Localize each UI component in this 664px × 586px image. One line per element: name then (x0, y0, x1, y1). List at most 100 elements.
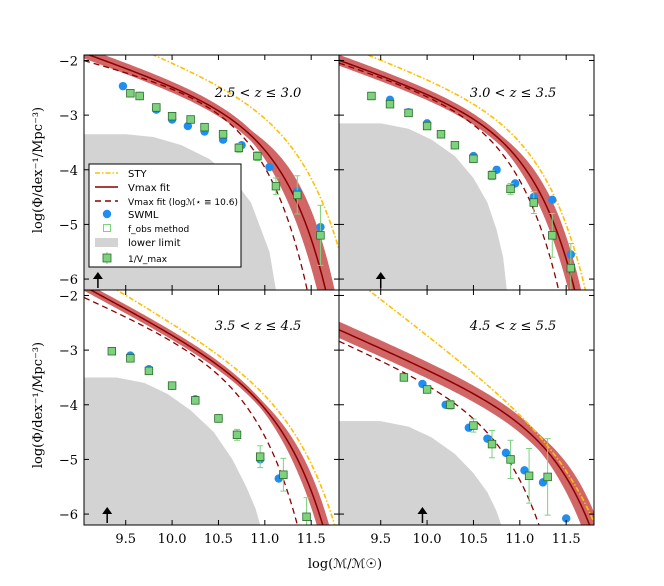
lower-limit-region (84, 377, 261, 525)
y-tick-label: −3 (59, 344, 78, 359)
vmax-point (302, 512, 311, 522)
vmax-point (543, 472, 552, 482)
vmax-point (152, 103, 161, 112)
vmax-point (548, 231, 557, 240)
y-tick-label: −4 (59, 164, 78, 179)
vmax-point (446, 400, 455, 409)
vmax-point (255, 452, 265, 461)
legend-box (88, 163, 242, 268)
vmax-point (271, 181, 281, 191)
x-tick-label: 10.5 (204, 532, 233, 547)
vmax-point (404, 108, 413, 118)
legend-lower-swatch (95, 238, 118, 247)
swml-point (561, 514, 571, 523)
completeness-arrow-head (375, 272, 386, 279)
vmax-point (191, 396, 200, 405)
vmax-point (232, 430, 242, 440)
y-tick-label: −5 (59, 453, 78, 468)
vmax-point (200, 122, 209, 132)
vmax-point (167, 112, 177, 121)
vmax-point (385, 99, 395, 109)
vmax-point (524, 471, 534, 481)
sty-fit-curve (115, 290, 336, 525)
y-axis-title-top: log(Φ/dex⁻¹/Mpc⁻³) (31, 107, 46, 233)
vmax-fixed-fit-curve (339, 62, 560, 290)
legend-swml-marker (102, 209, 112, 219)
vmax-point (234, 143, 244, 153)
vmax-point (399, 373, 409, 382)
panel-label-3: 3.5 < z ≤ 4.5 (215, 319, 302, 334)
y-tick-label: −5 (59, 218, 78, 233)
panel-4 (339, 290, 594, 525)
vmax-fit-curve (89, 290, 324, 525)
panel-label-4: 4.5 < z ≤ 5.5 (469, 319, 557, 334)
vmax-fixed-fit-curve (84, 59, 308, 290)
y-axis-title-bottom: log(Φ/dex⁻¹/Mpc⁻³) (31, 342, 46, 468)
vmax-point (135, 91, 144, 101)
vmax-point (186, 115, 195, 124)
vmax-point (214, 414, 223, 423)
x-tick-label: 11.0 (250, 532, 279, 547)
swml-point (118, 81, 128, 91)
vmax-point (506, 184, 515, 194)
legend-fobs-label: f_obs method (128, 225, 189, 235)
vmax-point (469, 421, 478, 430)
vmax-point (367, 91, 376, 101)
axes-layer: 9.5 10.0 10.5 11.0 11.5 9.5 10.0 10.5 11.0 11.5 −2… (59, 54, 594, 547)
vmax-point (279, 470, 288, 479)
vmax-point (487, 171, 497, 180)
y-tick-label: −6 (59, 273, 78, 288)
y-tick-label: −4 (59, 399, 78, 414)
vmax-fit-curve (339, 329, 591, 525)
legend-vmax-fixed-label: Vmax fit (logℳ⋆ ≡ 10.6) (128, 198, 238, 208)
x-tick-label: 10.0 (158, 532, 187, 547)
sty-fit-curve (151, 55, 339, 250)
y-tick-label: −6 (59, 508, 78, 523)
vmax-point (107, 347, 117, 356)
x-tick-label: 11.5 (297, 532, 326, 547)
y-tick-label: −2 (59, 289, 78, 304)
swml-point (501, 448, 511, 458)
legend: STY Vmax fit Vmax fit (logℳ⋆ ≡ 10.6) SWM… (88, 163, 242, 268)
vmax-point (126, 354, 135, 363)
legend-vmax-pts-label: 1/V_max (128, 255, 168, 265)
panel-2 (339, 55, 587, 290)
x-tick-label: 9.5 (370, 532, 391, 547)
vmax-point (218, 130, 228, 139)
vmax-fixed-fit-curve (84, 296, 299, 525)
vmax-point (293, 190, 302, 200)
swml-point (265, 162, 274, 172)
x-axis-title: log(ℳ/ℳ☉) (308, 557, 382, 572)
legend-vmax-pts-marker (102, 253, 112, 263)
y-tick-label: −2 (59, 54, 78, 69)
swml-point (548, 195, 557, 205)
vmax-point (469, 154, 478, 164)
vmax-point (487, 439, 497, 449)
panel-frame-bottom-right (338, 289, 595, 526)
panel-label-1: 2.5 < z ≤ 3.0 (214, 86, 302, 101)
legend-sty-label: STY (128, 169, 147, 180)
x-tick-label: 10.0 (413, 532, 442, 547)
legend-lower-label: lower limit (128, 238, 181, 249)
sty-fit-curve (367, 290, 594, 523)
vmax-point (422, 385, 432, 394)
sty-fit-curve (365, 55, 587, 290)
vmax-point (422, 121, 432, 131)
vmax-point (316, 231, 325, 240)
vmax-fit-uncertainty-band (339, 55, 582, 290)
legend-vmax-label: Vmax fit (128, 183, 170, 194)
completeness-arrow-head (102, 507, 113, 514)
swml-point (183, 121, 193, 131)
x-tick-label: 11.0 (505, 532, 534, 547)
panel-3 (84, 290, 336, 525)
vmax-point (506, 455, 515, 464)
vmax-point (253, 151, 262, 161)
legend-fobs-marker (103, 224, 111, 232)
vmax-fit-curve (339, 59, 576, 290)
vmax-point (126, 89, 135, 98)
vmax-point (450, 140, 460, 150)
vmax-point (529, 198, 538, 207)
lower-limit-region (339, 421, 502, 525)
vmax-point (167, 381, 177, 390)
